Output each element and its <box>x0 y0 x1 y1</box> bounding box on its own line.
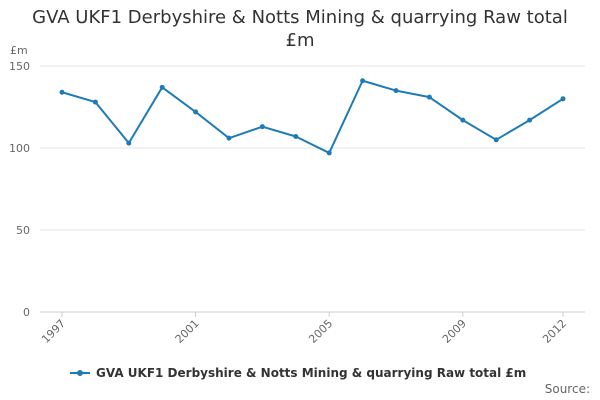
data-point <box>126 140 132 146</box>
data-point <box>59 89 65 95</box>
legend-label: GVA UKF1 Derbyshire & Notts Mining & qua… <box>96 366 527 380</box>
data-point <box>493 137 499 143</box>
series-line <box>61 79 564 154</box>
data-point <box>460 117 466 123</box>
data-point <box>527 117 533 123</box>
x-tick-label: 2001 <box>173 317 202 346</box>
x-tick-label: 2012 <box>540 317 569 346</box>
chart-title: GVA UKF1 Derbyshire & Notts Mining & qua… <box>32 7 568 51</box>
data-point <box>193 109 199 115</box>
source-label: Source: <box>544 382 590 396</box>
gridlines <box>40 65 585 313</box>
y-axis-label: £m <box>10 44 28 57</box>
y-tick-label: 0 <box>23 306 30 319</box>
data-point <box>92 99 98 105</box>
x-tick-label: 2005 <box>306 317 335 346</box>
data-point <box>360 78 366 84</box>
data-point <box>426 94 432 100</box>
data-point <box>293 134 299 140</box>
legend[interactable]: GVA UKF1 Derbyshire & Notts Mining & qua… <box>70 366 526 380</box>
data-point <box>560 96 566 102</box>
series-lines <box>61 79 564 154</box>
y-tick-label: 50 <box>16 224 30 237</box>
x-tick-label: 2009 <box>440 317 469 346</box>
y-axis-ticks: 0 50 100 150 <box>9 60 30 319</box>
legend-swatch-icon <box>70 368 90 378</box>
x-tick-label: 1997 <box>39 317 68 346</box>
data-point <box>326 150 332 156</box>
x-axis-ticks: 1997 2001 2005 2009 2012 <box>39 312 569 346</box>
data-point <box>393 88 399 94</box>
y-tick-label: 150 <box>9 60 30 73</box>
y-tick-label: 100 <box>9 142 30 155</box>
data-point <box>259 124 265 130</box>
data-point <box>226 135 232 141</box>
data-point <box>159 84 165 90</box>
series-points <box>59 78 566 156</box>
